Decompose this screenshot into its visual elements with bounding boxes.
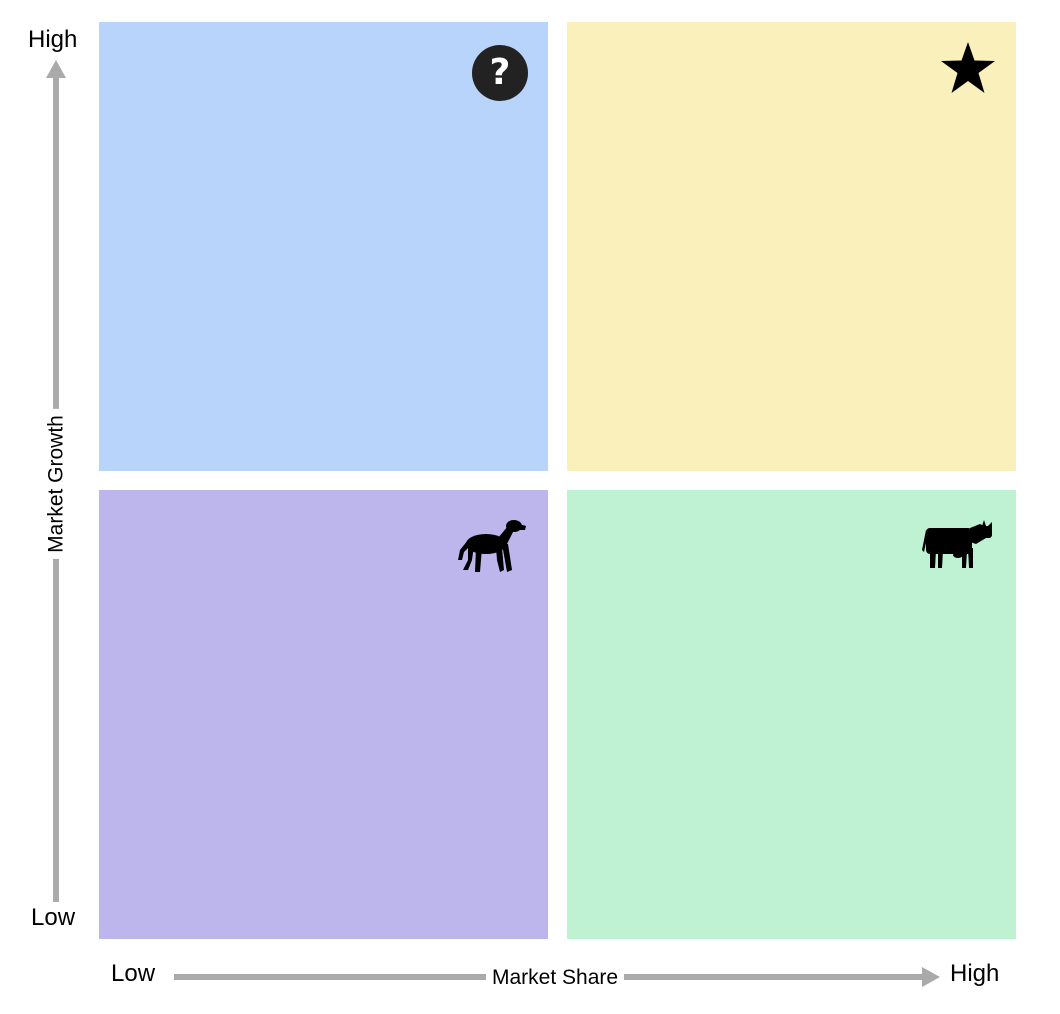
quadrant-bottom-left (99, 490, 548, 939)
x-axis-arrowhead (922, 967, 940, 987)
quadrant-top-right (567, 22, 1016, 471)
quadrant-bottom-right (567, 490, 1016, 939)
dog-icon (458, 520, 526, 572)
quadrant-top-left: ? (99, 22, 548, 471)
x-axis-high-label: High (950, 960, 1000, 987)
star-icon (941, 42, 995, 93)
y-axis-arrowhead (46, 60, 66, 78)
y-axis-low-label: Low (31, 904, 76, 931)
y-axis-high-label: High (28, 26, 78, 53)
cow-icon (922, 520, 992, 568)
x-axis-low-label: Low (111, 960, 156, 987)
x-axis-title: Market Share (486, 967, 625, 988)
question-mark-icon: ? (472, 45, 528, 101)
y-axis-title: Market Growth (45, 409, 68, 559)
